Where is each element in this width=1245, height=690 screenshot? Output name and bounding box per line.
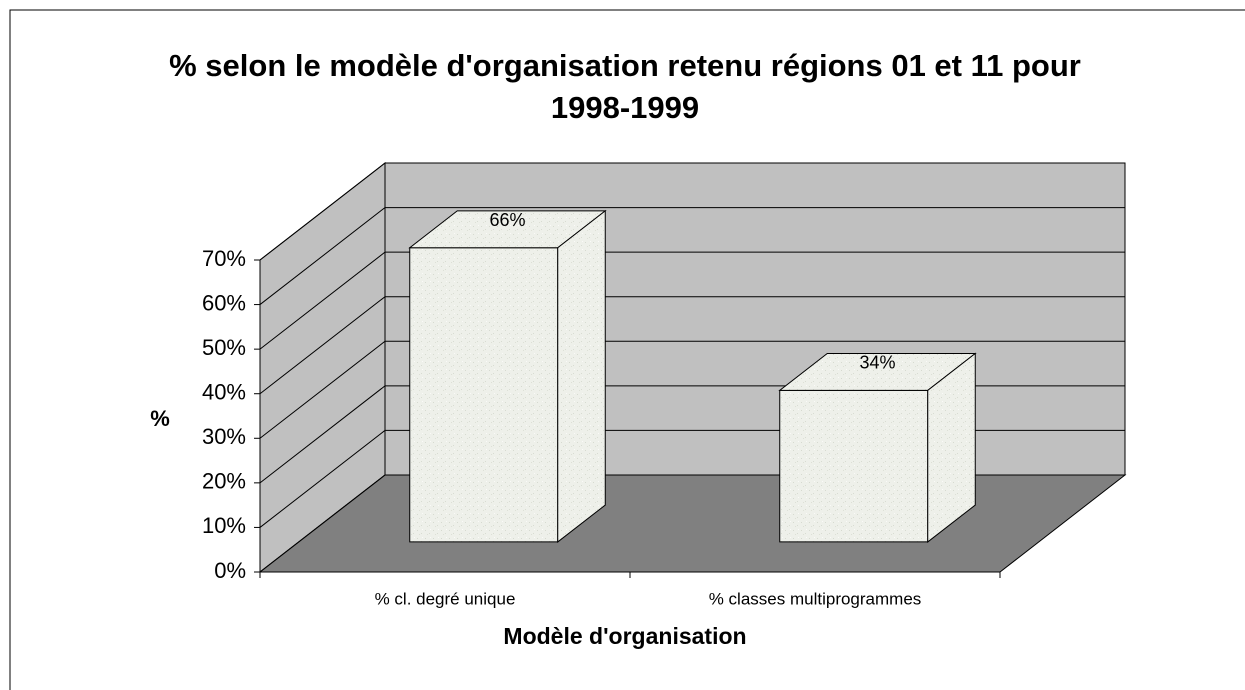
x-tick-label: % classes multiprogrammes — [709, 589, 922, 608]
floor — [258, 474, 1127, 573]
data-label: 34% — [859, 353, 895, 373]
y-tick-label: 70% — [202, 246, 246, 271]
data-label: 66% — [489, 210, 525, 230]
y-axis-label: % — [150, 406, 170, 431]
y-tick-label: 30% — [202, 424, 246, 449]
bar-front — [409, 247, 559, 543]
grid-line — [259, 207, 1125, 305]
bar-side — [557, 209, 606, 543]
y-tick-label: 60% — [202, 290, 246, 315]
chart-border — [9, 9, 1245, 690]
y-tick-label: 0% — [214, 558, 246, 583]
y-tick-label: 40% — [202, 380, 246, 405]
x-axis-label: Modèle d'organisation — [503, 623, 746, 649]
grid-line — [259, 162, 1125, 261]
grid-line — [259, 340, 1125, 439]
y-tick-label: 10% — [202, 513, 246, 538]
y-tick-label: 20% — [202, 469, 246, 494]
bar-side — [927, 352, 976, 543]
x-tick-label: % cl. degré unique — [375, 589, 516, 608]
bar-front — [779, 389, 929, 543]
grid-line — [259, 251, 1125, 350]
chart-title: % selon le modèle d'organisation retenu … — [169, 48, 1081, 125]
grid-line — [259, 296, 1125, 395]
y-tick-label: 50% — [202, 335, 246, 360]
